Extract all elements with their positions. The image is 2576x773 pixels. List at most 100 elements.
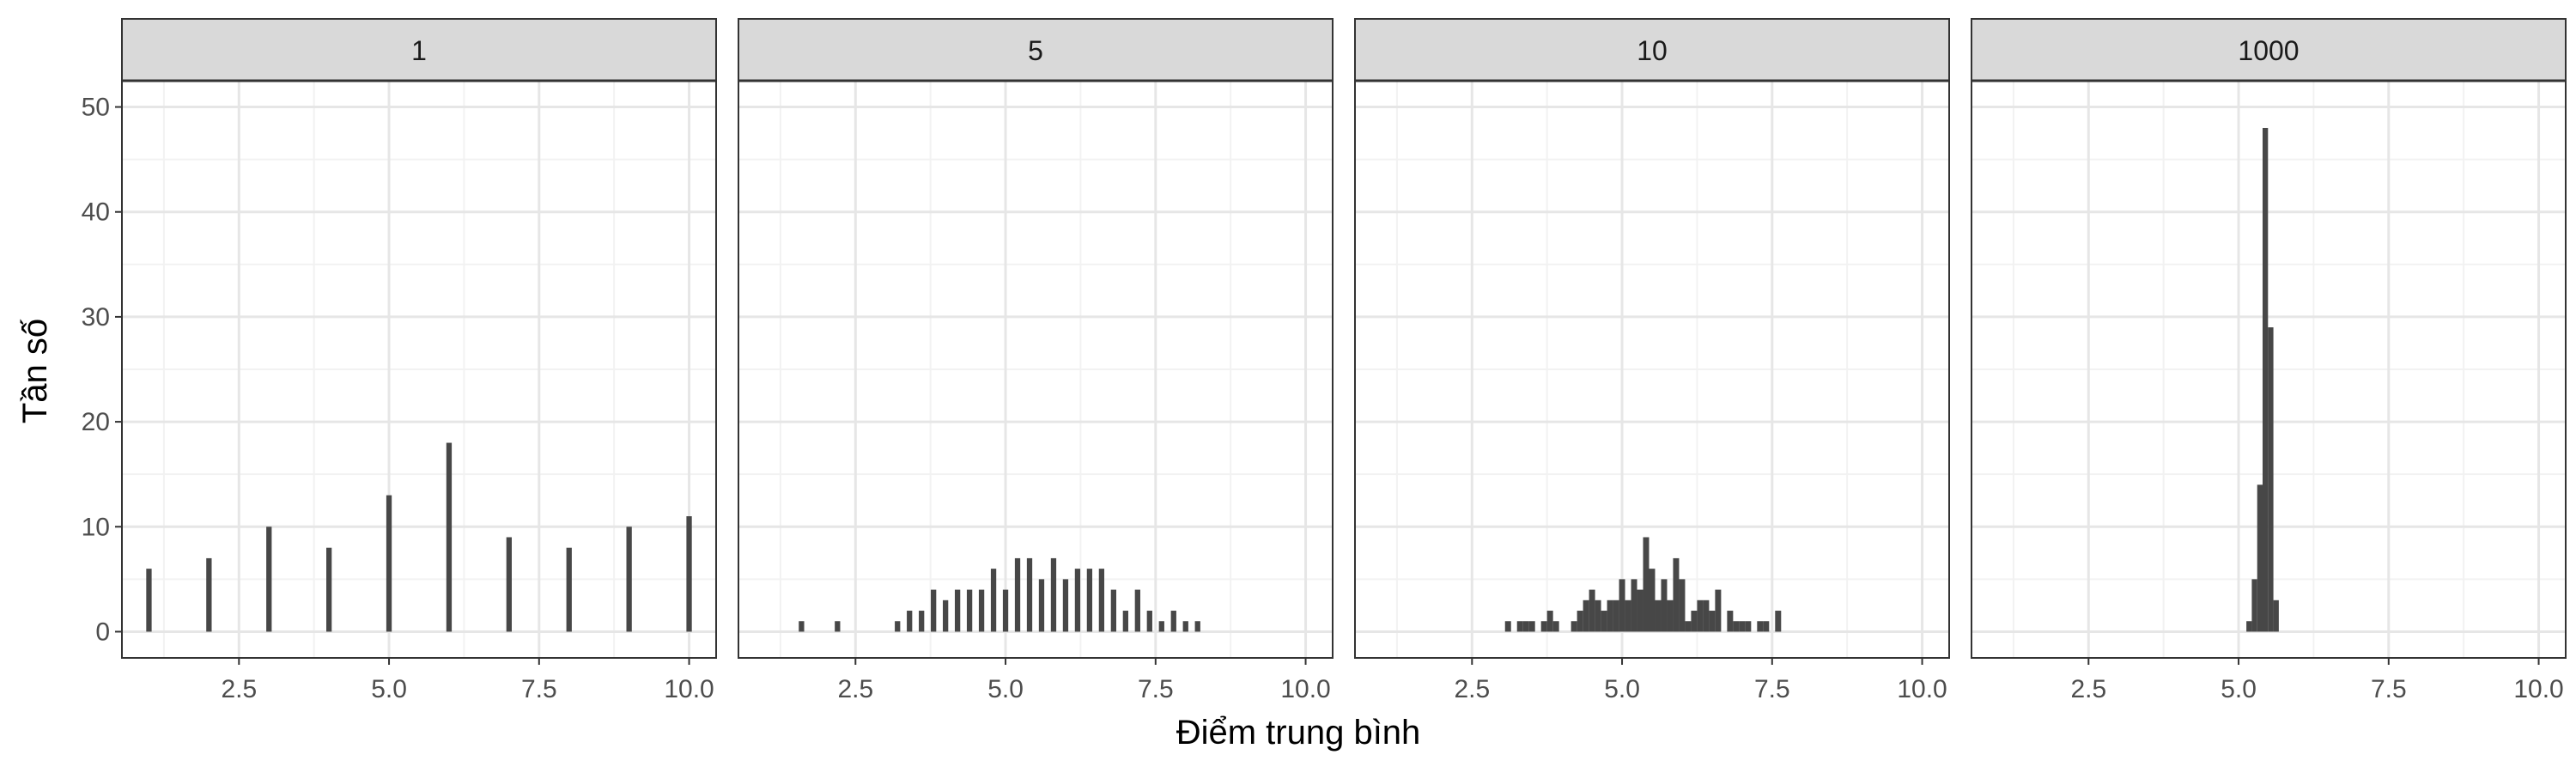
x-tick-label: 10.0 xyxy=(1897,675,1947,703)
histogram-bar xyxy=(1709,611,1716,632)
histogram-bar xyxy=(1715,589,1722,632)
histogram-bar xyxy=(1601,611,1607,632)
histogram-bar xyxy=(1122,611,1128,632)
histogram-bar xyxy=(907,611,913,632)
histogram-bar xyxy=(1673,557,1680,632)
x-tick-label: 2.5 xyxy=(1454,675,1490,703)
histogram-bar xyxy=(1026,557,1033,632)
y-tick-label: 0 xyxy=(95,618,110,646)
facet-panel-5: 5 2.5 5.0 7.5 10.0 xyxy=(738,18,1334,703)
histogram-bar xyxy=(146,569,152,632)
y-axis: 0 10 20 30 40 50 xyxy=(82,94,122,646)
histogram-bar xyxy=(266,526,272,632)
histogram-bar xyxy=(206,557,212,632)
histogram-bar xyxy=(1110,589,1117,632)
y-tick-label: 50 xyxy=(82,94,110,122)
histogram-bar xyxy=(954,589,961,632)
histogram-bar xyxy=(1655,600,1662,632)
x-tick-label: 2.5 xyxy=(837,675,873,703)
histogram-bar xyxy=(1522,621,1529,632)
x-tick-label: 5.0 xyxy=(2221,675,2257,703)
histogram-bar xyxy=(1649,569,1656,632)
facet-strip xyxy=(1971,18,2567,82)
histogram-bar xyxy=(2273,600,2279,632)
histogram-bar xyxy=(686,516,692,632)
histogram-bar xyxy=(1038,579,1045,632)
histogram-bar xyxy=(1086,569,1093,632)
facet-strip-label: 10 xyxy=(1637,35,1668,66)
histogram-bar xyxy=(1685,621,1692,632)
facet-panel-1: 1 2.5 5.0 7.5 10.0 xyxy=(121,18,717,703)
histogram-bar xyxy=(1619,579,1625,632)
histogram-bar xyxy=(506,537,512,632)
histogram-bar xyxy=(1583,600,1589,632)
histogram-bar xyxy=(1625,600,1631,632)
facet-panel-10: 10 2.5 5.0 7.5 10.0 xyxy=(1354,18,1950,703)
x-tick-label: 7.5 xyxy=(2371,675,2407,703)
histogram-bar xyxy=(386,495,392,632)
histogram-bar xyxy=(1540,621,1547,632)
histogram-bar xyxy=(1667,600,1674,632)
histogram-bar xyxy=(566,547,572,632)
histogram-bar xyxy=(446,442,453,632)
histogram-bar xyxy=(1757,621,1764,632)
histogram-bar xyxy=(1146,611,1152,632)
histogram-bar xyxy=(1745,621,1752,632)
y-tick-label: 40 xyxy=(82,198,110,227)
histogram-bar xyxy=(1589,589,1595,632)
histogram-bar xyxy=(990,569,997,632)
y-axis-title: Tần số xyxy=(16,319,54,423)
facet-strip-label: 1000 xyxy=(2238,35,2299,66)
histogram-bar xyxy=(1577,611,1583,632)
y-tick-label: 10 xyxy=(82,513,110,541)
x-tick-label: 7.5 xyxy=(521,675,557,703)
histogram-bar xyxy=(1002,589,1009,632)
histogram-bar xyxy=(1552,621,1559,632)
x-tick-label: 7.5 xyxy=(1138,675,1174,703)
histogram-bar xyxy=(1733,621,1740,632)
histogram-bar xyxy=(1613,600,1619,632)
facet-strip xyxy=(1354,18,1950,82)
histogram-bar xyxy=(1546,611,1553,632)
histogram-bar xyxy=(2263,127,2269,632)
histogram-bar xyxy=(1637,589,1643,632)
histogram-bar xyxy=(2268,327,2274,632)
facet-strip xyxy=(121,18,717,82)
histogram-bar xyxy=(1158,621,1164,632)
y-tick-label: 30 xyxy=(82,303,110,332)
histogram-bar xyxy=(1571,621,1577,632)
histogram-bar xyxy=(1739,621,1746,632)
histogram-bar xyxy=(1516,621,1523,632)
x-tick-label: 7.5 xyxy=(1754,675,1790,703)
x-tick-label: 5.0 xyxy=(1604,675,1640,703)
histogram-bar xyxy=(2251,579,2257,632)
histogram-bar xyxy=(1050,557,1057,632)
histogram-bar xyxy=(943,600,949,632)
histogram-bar xyxy=(1595,600,1601,632)
histogram-bar xyxy=(919,611,925,632)
histogram-bar xyxy=(1631,579,1637,632)
histogram-bar xyxy=(1098,569,1105,632)
x-tick-label: 2.5 xyxy=(221,675,257,703)
facet-panel-1000: 1000 2.5 5.0 7.5 10.0 xyxy=(1971,18,2567,703)
histogram-bar xyxy=(1504,621,1511,632)
facet-strip-label: 1 xyxy=(411,35,427,66)
histogram-bar xyxy=(1074,569,1081,632)
facet-strip-label: 5 xyxy=(1028,35,1043,66)
x-axis-title: Điểm trung bình xyxy=(1176,714,1421,752)
histogram-bar xyxy=(1170,611,1176,632)
histogram-bar xyxy=(1528,621,1535,632)
histogram-bar xyxy=(326,547,332,632)
histogram-bar xyxy=(895,621,901,632)
histogram-bar xyxy=(1763,621,1770,632)
histogram-bar xyxy=(799,621,805,632)
x-tick-label: 5.0 xyxy=(371,675,407,703)
histogram-bar xyxy=(1643,537,1649,632)
histogram-bar xyxy=(1703,600,1710,632)
histogram-bar xyxy=(931,589,937,632)
x-tick-label: 10.0 xyxy=(1280,675,1330,703)
histogram-bar xyxy=(1691,611,1698,632)
x-tick-label: 10.0 xyxy=(2513,675,2563,703)
